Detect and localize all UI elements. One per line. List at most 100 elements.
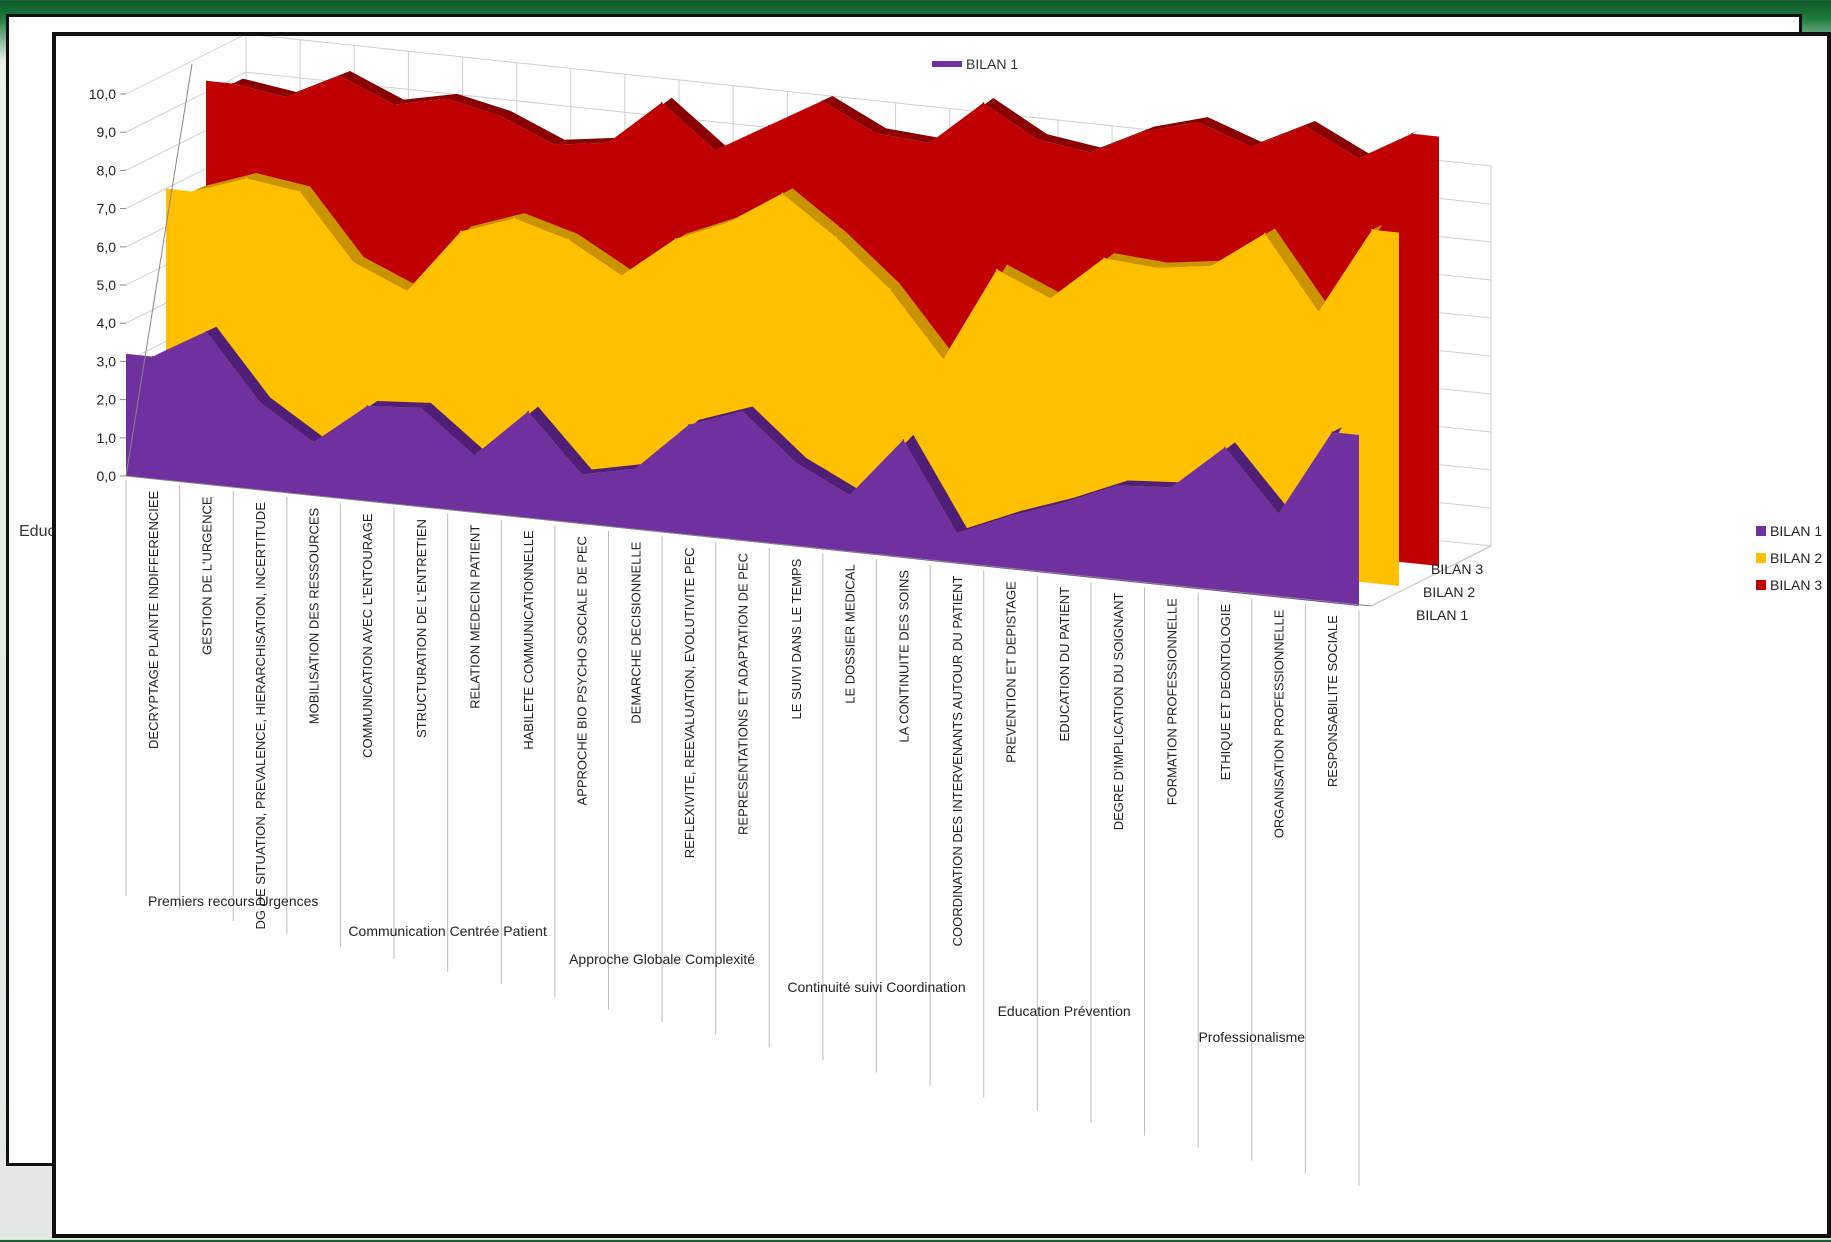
data-point-s3-18 [1143, 130, 1145, 133]
data-point-s1-9 [580, 473, 583, 476]
data-point-s3-7 [553, 143, 556, 146]
data-point-s2-15 [942, 358, 945, 360]
data-point-s3-12 [821, 100, 824, 102]
legend-label-2: BILAN 2 [1770, 550, 1822, 566]
data-point-s1-1 [152, 355, 154, 358]
data-point-s2-22 [1317, 310, 1320, 313]
category-label-6: STRUCTURATION DE L'ENTRETIEN [414, 519, 429, 738]
data-point-s1-23 [1331, 431, 1333, 433]
data-point-s3-2 [285, 96, 288, 98]
data-point-s2-16 [996, 268, 998, 271]
category-label-18: EDUCATION DU PATIENT [1057, 587, 1072, 742]
data-point-s3-6 [500, 115, 502, 117]
category-label-16: COORDINATION DES INTERVENANTS AUTOUR DU … [950, 576, 965, 947]
data-point-s3-9 [660, 101, 663, 104]
data-point-s3-10 [714, 149, 717, 152]
category-label-17: PREVENTION ET DEPISTAGE [1004, 581, 1019, 763]
data-point-s3-14 [928, 142, 931, 144]
stacked-3d-area-chart: 0,0 1,0 2,0 3,0 4,0 5,0 6,0 7,0 8,0 9,0 10,0 DECRYP… [89, 36, 1823, 1186]
data-point-s1-17 [1009, 515, 1012, 517]
category-label-11: REFLEXIVITE, REEVALUATION, EVOLUTIVITE P… [682, 547, 697, 858]
data-point-s2-2 [245, 177, 248, 179]
data-point-s1-14 [848, 494, 851, 496]
category-label-5: COMMUNICATION AVEC L'ENTOURAGE [360, 513, 375, 758]
chart-series [126, 70, 1439, 606]
data-point-s1-10 [634, 467, 637, 470]
data-point-s1-19 [1116, 484, 1119, 487]
background-text-fragment: Educ [19, 523, 56, 540]
y-tick-label: 0,0 [97, 468, 117, 484]
category-label-19: DEGRE D'IMPLICATION DU SOIGNANT [1111, 593, 1126, 831]
data-point-s2-12 [781, 192, 784, 195]
data-point-s3-15 [982, 102, 985, 104]
chart-axes [120, 63, 1372, 1186]
category-label-10: DEMARCHE DECISIONNELLE [628, 541, 643, 723]
chart-labels: 0,0 1,0 2,0 3,0 4,0 5,0 6,0 7,0 8,0 9,0 10,0 DECRYP… [89, 86, 1823, 1045]
data-point-s1-13 [795, 462, 797, 464]
data-point-s2-9 [620, 274, 623, 277]
data-point-s1-18 [1063, 501, 1065, 504]
group-label-2: Communication Centrée Patient [348, 923, 547, 939]
data-point-s1-8 [527, 410, 529, 413]
data-point-s1-3 [259, 401, 261, 404]
data-point-s3-21 [1304, 125, 1306, 127]
data-point-s3-23 [1411, 132, 1413, 135]
data-point-s1-2 [205, 330, 208, 333]
data-point-s2-14 [888, 287, 891, 290]
top-legend-label: BILAN 1 [966, 56, 1019, 72]
data-point-s3-5 [446, 98, 449, 100]
category-label-12: REPRESENTATIONS ET ADAPTATION DE PEC [736, 553, 751, 835]
category-label-13: LE SUIVI DANS LE TEMPS [789, 558, 804, 719]
data-point-s3-17 [1089, 151, 1092, 154]
legend-label-1: BILAN 1 [1770, 523, 1822, 539]
y-axis-line [125, 63, 193, 477]
series-top-face-3 [232, 70, 1423, 159]
category-label-1: DECRYPTAGE PLAINTE INDIFFERENCIEE [146, 491, 161, 749]
y-tick-label: 6,0 [97, 239, 117, 255]
data-point-s3-19 [1196, 121, 1199, 123]
floor-right-edge [1370, 545, 1492, 607]
category-label-2: GESTION DE L'URGENCE [199, 496, 214, 655]
data-point-s2-5 [406, 289, 409, 292]
data-point-s3-16 [1036, 138, 1038, 140]
data-point-s3-22 [1357, 157, 1360, 160]
y-tick-label: 8,0 [97, 162, 117, 178]
category-label-9: APPROCHE BIO PSYCHO SOCIALE DE PEC [575, 536, 590, 805]
data-point-s1-11 [688, 424, 690, 426]
top-legend-swatch [932, 61, 962, 67]
category-label-23: RESPONSABILITE SOCIALE [1325, 615, 1340, 787]
data-point-s2-7 [513, 217, 516, 219]
data-point-s3-11 [768, 124, 770, 127]
data-point-s3-1 [232, 82, 234, 85]
data-point-s2-10 [674, 238, 677, 240]
data-point-s1-12 [741, 410, 744, 413]
data-point-s3-13 [875, 132, 877, 135]
top-legend-fragment: BILAN 1 [932, 56, 1018, 72]
series-area-1 [126, 331, 1359, 606]
depth-label-1: BILAN 1 [1416, 607, 1468, 623]
data-point-s1-7 [473, 454, 476, 457]
group-label-5: Education Prévention [998, 1003, 1131, 1019]
y-tick-label: 1,0 [97, 430, 117, 446]
legend-swatch-3 [1756, 580, 1766, 590]
category-label-3: DG DE SITUATION, PREVALENCE, HIERARCHISA… [253, 502, 268, 930]
category-label-21: ETHIQUE ET DEONTOLOGIE [1218, 604, 1233, 781]
x-axis-line [125, 475, 1372, 607]
category-label-22: ORGANISATION PROFESSIONNELLE [1272, 609, 1287, 838]
y-tick-label: 4,0 [97, 315, 117, 331]
legend-label-3: BILAN 3 [1770, 577, 1822, 593]
group-label-4: Continuité suivi Coordination [787, 979, 965, 995]
data-point-s1-16 [956, 532, 958, 534]
group-label-3: Approche Globale Complexité [569, 951, 755, 967]
data-point-s2-23 [1371, 228, 1373, 231]
data-point-s1-22 [1277, 513, 1280, 515]
category-label-7: RELATION MEDECIN PATIENT [467, 525, 482, 709]
data-point-s2-1 [192, 190, 194, 193]
data-point-s1-15 [902, 439, 905, 441]
category-label-8: HABILETE COMMUNICATIONNELLE [521, 530, 536, 750]
data-point-s2-8 [567, 238, 569, 240]
y-tick-label: 5,0 [97, 277, 117, 293]
data-point-s3-20 [1250, 146, 1253, 148]
y-tick-label: 3,0 [97, 353, 117, 369]
data-point-s1-21 [1224, 446, 1226, 449]
